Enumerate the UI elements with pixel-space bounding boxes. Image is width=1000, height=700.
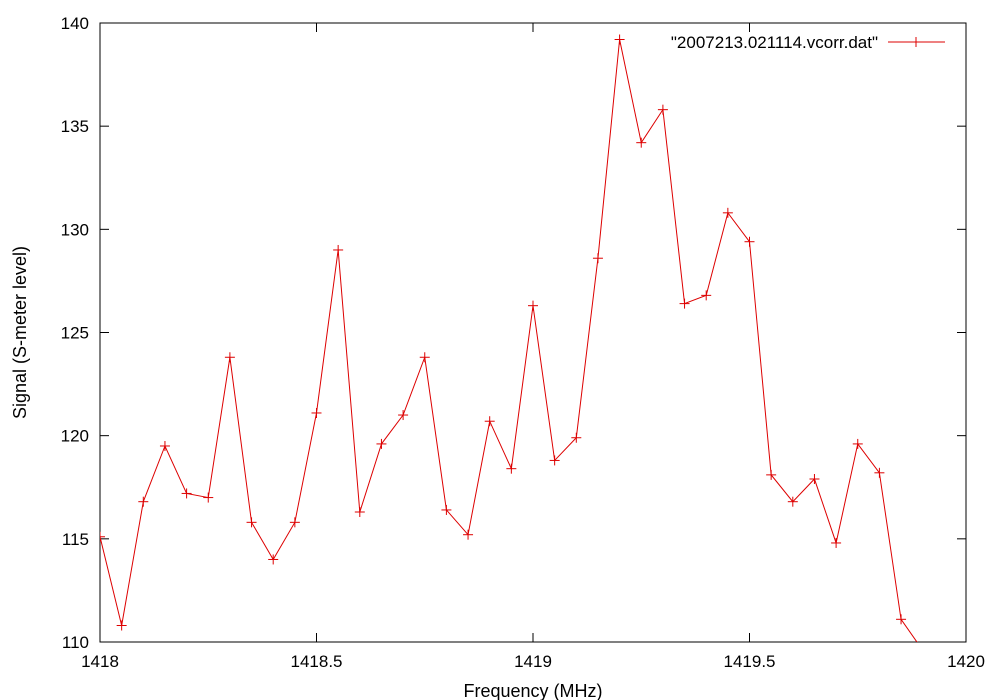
data-point [246,517,257,528]
y-tick-label: 120 [61,427,89,446]
data-point [528,300,538,311]
data-point [571,432,582,443]
data-point [484,416,495,427]
legend-label: "2007213.021114.vcorr.dat" [671,33,878,52]
data-point [766,469,777,480]
axis-ticks [99,22,967,643]
data-point [398,410,409,421]
data-point [311,407,322,418]
data-point [852,438,863,449]
y-tick-label: 110 [62,633,89,652]
data-point [874,467,885,478]
data-point [592,253,603,264]
data-point [831,537,842,548]
data-point [614,34,625,45]
data-point [289,517,300,528]
data-point [376,438,387,449]
data-point [506,463,517,474]
data-point [116,620,127,631]
y-tick-label: 135 [61,117,89,136]
data-point [224,352,235,363]
data-point [896,614,907,625]
data-point [203,492,214,503]
data-point [181,488,192,499]
series-group [100,34,928,655]
x-tick-label: 1418.5 [291,652,343,671]
data-point [333,244,344,255]
data-point [787,496,798,507]
data-point [100,531,105,542]
data-point [354,507,365,518]
data-point [701,290,712,301]
data-point [159,440,170,451]
data-point [722,207,733,218]
data-point [679,298,690,309]
data-point [744,236,755,247]
legend-swatch [888,37,945,47]
x-tick-label: 1419 [514,652,552,671]
data-point [549,455,560,466]
plot-frame [99,22,967,643]
x-tick-label: 1418 [81,652,119,671]
y-axis-label: Signal (S-meter level) [10,246,30,419]
x-tick-label: 1419.5 [724,652,776,671]
x-tick-label: 1420 [947,652,985,671]
tick-labels: 1418 1418.5 1419 1419.5 1420 110 115 120 125 130 1… [61,14,985,671]
y-tick-label: 115 [62,530,89,549]
data-point [268,554,279,565]
data-point [441,504,452,515]
data-point [138,496,149,507]
x-axis-label: Frequency (MHz) [463,681,602,700]
data-point [657,104,668,115]
data-point [809,473,820,484]
y-tick-label: 130 [61,220,89,239]
legend: "2007213.021114.vcorr.dat" [671,33,945,52]
data-point [636,137,647,148]
y-tick-label: 140 [61,14,89,33]
data-point [463,529,474,540]
series-line [100,39,918,642]
y-tick-label: 125 [61,324,89,343]
data-point [419,352,430,363]
data-point [918,645,928,655]
